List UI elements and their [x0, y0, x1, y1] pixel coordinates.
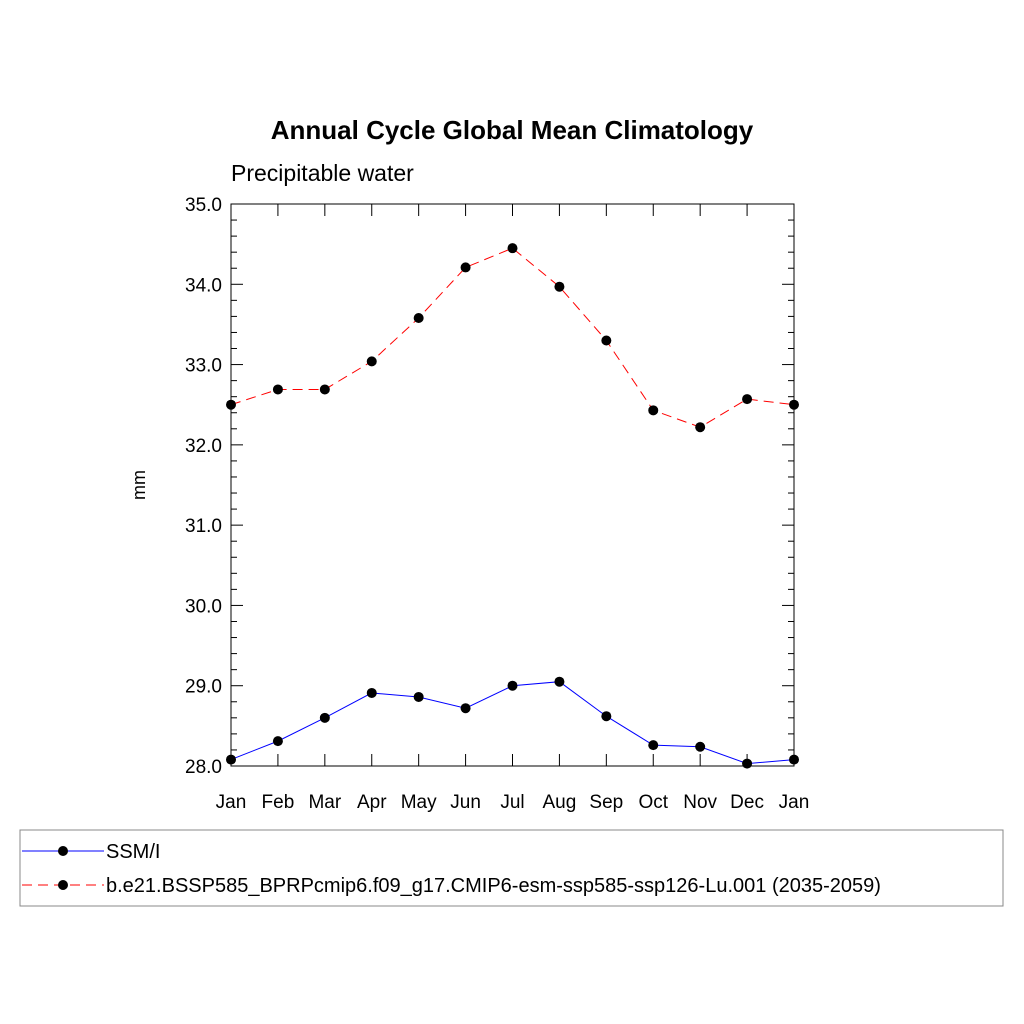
series-1-point — [413, 691, 424, 702]
data-series — [226, 243, 799, 769]
y-tick-label: 31.0 — [185, 516, 222, 537]
series-1-point — [742, 758, 753, 769]
y-tick-label: 30.0 — [185, 596, 222, 617]
legend: SSM/I b.e21.BSSP585_BPRPcmip6.f09_g17.CMI… — [19, 829, 1004, 907]
x-tick-label: Sep — [589, 792, 623, 813]
y-tick-label: 29.0 — [185, 677, 222, 698]
y-tick-label: 35.0 — [185, 195, 222, 216]
x-tick-label: Nov — [683, 792, 717, 813]
x-tick-label: Jul — [500, 792, 524, 813]
x-tick-label: Apr — [357, 792, 387, 813]
series-2-point — [554, 281, 565, 292]
series-2-point — [742, 394, 753, 405]
legend-marker-2 — [58, 880, 68, 890]
series-2-point — [695, 422, 706, 433]
series-1-point — [695, 741, 706, 752]
series-2-point — [413, 313, 424, 324]
series-1-point — [460, 703, 471, 714]
y-tick-label: 34.0 — [185, 275, 222, 296]
series-1-point — [366, 687, 377, 698]
legend-label-1: SSM/I — [106, 841, 160, 863]
x-tick-label: Jan — [779, 792, 810, 813]
chart-title: Annual Cycle Global Mean Climatology — [271, 115, 754, 145]
y-tick-label: 32.0 — [185, 436, 222, 457]
series-2-point — [272, 384, 283, 395]
plot-frame — [230, 203, 795, 767]
x-tick-labels: Jan Feb Mar Apr May Jun Jul Aug Sep Oct Nov Dec Jan — [216, 792, 810, 813]
x-tick-label: Dec — [730, 792, 764, 813]
y-tick-label: 33.0 — [185, 356, 222, 377]
x-tick-label: May — [401, 792, 437, 813]
series-2-point — [460, 262, 471, 273]
series-2-point — [366, 356, 377, 367]
x-tick-label: Jan — [216, 792, 247, 813]
x-tick-label: Oct — [638, 792, 668, 813]
series-2-point — [648, 405, 659, 416]
x-tick-label: Jun — [450, 792, 481, 813]
legend-label-2: b.e21.BSSP585_BPRPcmip6.f09_g17.CMIP6-es… — [106, 875, 881, 897]
x-tick-label: Mar — [308, 792, 341, 813]
y-tick-labels: 28.0 29.0 30.0 31.0 32.0 33.0 34.0 35.0 — [185, 195, 222, 778]
series-2-point — [319, 384, 330, 395]
series-1-point — [319, 712, 330, 723]
series-2-point — [601, 335, 612, 346]
series-1-point — [507, 680, 518, 691]
chart-subtitle: Precipitable water — [231, 160, 414, 186]
legend-marker-1 — [58, 846, 68, 856]
x-tick-label: Aug — [543, 792, 577, 813]
legend-box — [19, 829, 1004, 907]
series-line-2 — [230, 247, 795, 428]
series-1-point — [554, 676, 565, 687]
series-line-1 — [230, 681, 795, 765]
series-2-point — [507, 243, 518, 254]
series-1-point — [648, 740, 659, 751]
y-axis-label: mm — [129, 470, 149, 500]
series-1-point — [272, 736, 283, 747]
series-1-point — [601, 711, 612, 722]
x-tick-label: Feb — [262, 792, 295, 813]
y-tick-label: 28.0 — [185, 757, 222, 778]
axis-ticks — [230, 203, 795, 767]
